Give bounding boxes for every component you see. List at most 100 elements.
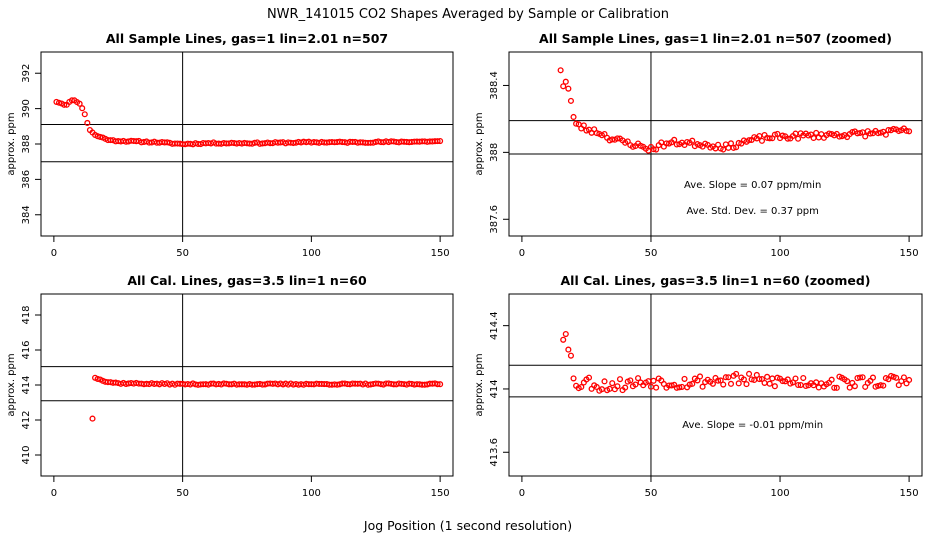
- x-tick-label: 100: [302, 248, 321, 259]
- data-point: [437, 381, 444, 388]
- y-axis-label: approx. ppm: [474, 112, 485, 175]
- data-point: [601, 378, 608, 385]
- data-point: [437, 137, 444, 145]
- data-point: [686, 381, 693, 388]
- data-point: [880, 382, 887, 389]
- data-point: [727, 140, 735, 147]
- panel-title: All Cal. Lines, gas=3.5 lin=1 n=60 (zoom…: [561, 273, 871, 288]
- chart-panel-2: All Sample Lines, gas=1 lin=2.01 n=507 (…: [474, 31, 923, 259]
- data-point: [79, 105, 86, 112]
- y-axis-label: approx. ppm: [474, 353, 485, 416]
- x-tick-label: 0: [51, 248, 57, 259]
- data-point: [627, 377, 634, 384]
- data-point: [795, 381, 802, 389]
- data-point: [650, 146, 657, 153]
- y-tick-label: 386: [21, 170, 32, 189]
- x-tick-label: 150: [900, 488, 919, 499]
- panel-title: All Sample Lines, gas=1 lin=2.01 n=507 (…: [539, 31, 892, 46]
- data-point: [740, 376, 747, 383]
- data-point: [668, 382, 675, 389]
- figure-x-axis-label: Jog Position (1 second resolution): [363, 518, 572, 533]
- data-point: [733, 144, 740, 151]
- data-point: [906, 128, 913, 135]
- data-point: [746, 370, 753, 377]
- plot-frame: [508, 293, 923, 477]
- data-point: [68, 97, 75, 104]
- data-point: [722, 374, 729, 381]
- data-point: [94, 133, 101, 140]
- data-point: [851, 383, 858, 390]
- data-point: [903, 127, 910, 134]
- data-point: [671, 136, 678, 143]
- data-point: [828, 376, 835, 383]
- chart-panel-3: All Cal. Lines, gas=3.5 lin=1 n=60 0 50 100…: [6, 273, 454, 499]
- data-point: [802, 382, 809, 390]
- data-point: [720, 146, 727, 153]
- data-point: [779, 377, 786, 385]
- data-point: [578, 383, 585, 391]
- data-point: [743, 381, 750, 388]
- y-tick-label: 388: [489, 143, 500, 162]
- annotation-text: Ave. Slope = 0.07 ppm/min: [684, 180, 821, 191]
- data-point: [635, 375, 642, 382]
- y-tick-label: 414: [489, 379, 500, 398]
- data-point: [810, 134, 817, 141]
- data-point: [766, 135, 773, 142]
- data-point: [766, 380, 773, 387]
- data-point: [748, 376, 755, 383]
- data-point: [61, 101, 68, 108]
- data-point: [784, 135, 791, 142]
- data-point: [792, 375, 799, 382]
- data-point: [882, 131, 889, 138]
- annotation-text: Ave. Slope = -0.01 ppm/min: [682, 420, 823, 431]
- data-point: [856, 374, 864, 381]
- y-tick-label: 416: [21, 340, 32, 359]
- data-point: [709, 380, 716, 387]
- data-point: [673, 141, 680, 148]
- data-point: [869, 374, 877, 381]
- x-tick-label: 100: [302, 488, 321, 499]
- x-tick-label: 0: [519, 488, 525, 499]
- data-point: [906, 376, 913, 384]
- data-point: [893, 374, 900, 381]
- annotation-text: Ave. Std. Dev. = 0.37 ppm: [686, 206, 818, 217]
- data-point: [771, 131, 778, 138]
- x-tick-label: 0: [51, 488, 57, 499]
- chart-panel-1: All Sample Lines, gas=1 lin=2.01 n=507 0 5…: [6, 31, 454, 259]
- y-tick-label: 390: [21, 99, 32, 118]
- x-tick-label: 0: [519, 248, 525, 259]
- data-point: [733, 370, 740, 377]
- data-point: [560, 83, 567, 90]
- panel-title: All Sample Lines, gas=1 lin=2.01 n=507: [106, 31, 388, 46]
- data-point: [676, 384, 683, 391]
- data-point: [727, 380, 735, 387]
- data-point: [562, 331, 569, 338]
- x-tick-label: 150: [900, 248, 919, 259]
- data-point: [434, 381, 441, 388]
- data-point: [761, 379, 768, 386]
- y-tick-label: 388.4: [489, 71, 500, 100]
- y-tick-label: 388: [21, 134, 32, 153]
- data-point: [632, 381, 639, 388]
- data-point: [585, 374, 593, 381]
- data-point: [846, 384, 853, 391]
- data-point: [565, 85, 572, 92]
- data-point: [735, 139, 742, 147]
- plot-frame: [508, 51, 923, 237]
- data-point: [689, 380, 696, 387]
- data-point: [800, 374, 807, 382]
- chart-panels: All Sample Lines, gas=1 lin=2.01 n=507 0 5…: [6, 31, 923, 499]
- data-point: [565, 346, 572, 353]
- chart-panel-4: All Cal. Lines, gas=3.5 lin=1 n=60 (zoom…: [474, 273, 923, 499]
- data-point: [779, 132, 786, 139]
- data-point: [730, 144, 737, 151]
- data-point: [84, 119, 91, 127]
- data-point: [862, 133, 869, 140]
- y-tick-label: 418: [21, 305, 32, 324]
- data-point: [567, 97, 574, 104]
- data-point: [557, 67, 564, 74]
- data-point: [616, 376, 624, 383]
- data-point: [614, 135, 621, 142]
- data-point: [681, 375, 688, 382]
